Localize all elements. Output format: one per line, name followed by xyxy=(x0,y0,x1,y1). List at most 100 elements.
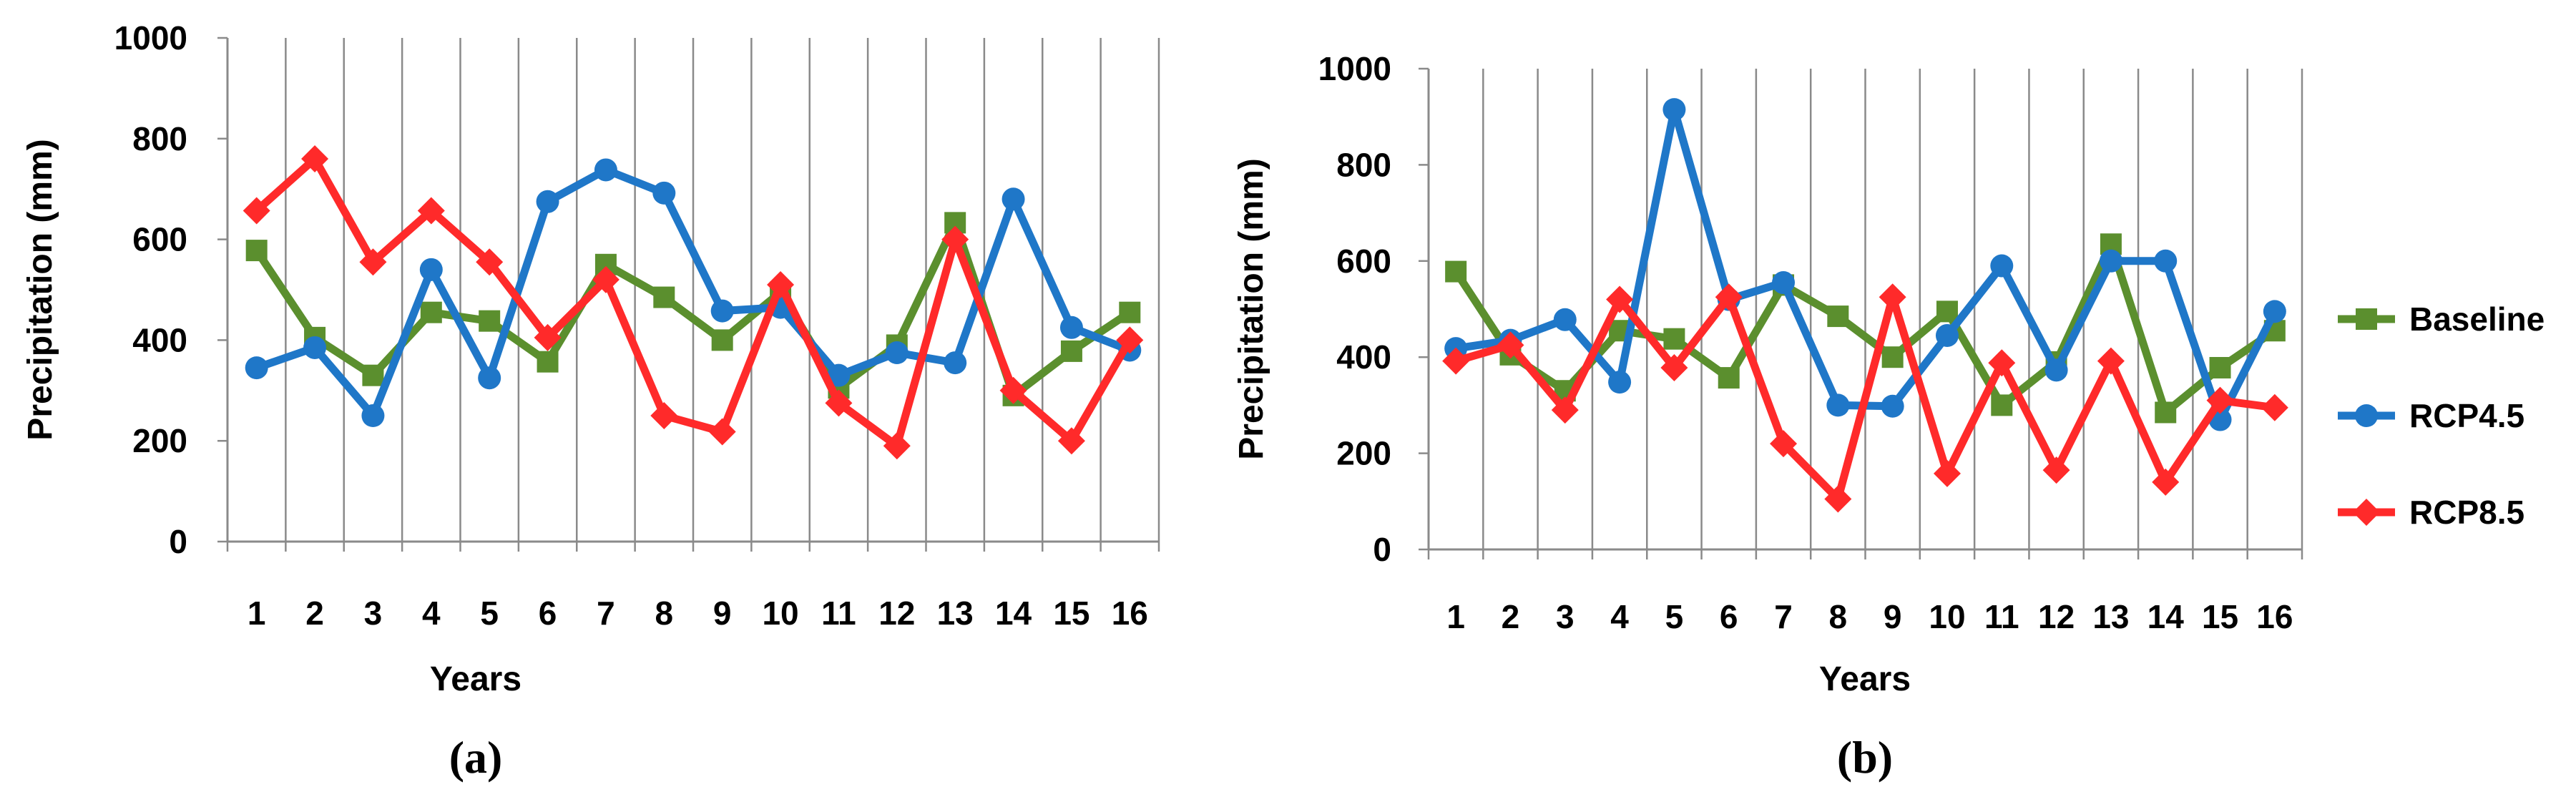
series-rcp4-5 xyxy=(245,158,1142,427)
y-tick-label: 0 xyxy=(169,523,187,560)
data-point xyxy=(1826,393,1850,417)
data-point xyxy=(2206,386,2234,414)
y-axis-title: Precipitation (mm) xyxy=(21,139,59,440)
data-point xyxy=(1001,187,1025,211)
data-point xyxy=(652,181,676,205)
data-point xyxy=(2152,468,2180,496)
data-point xyxy=(1662,98,1686,122)
data-point xyxy=(1881,346,1904,368)
y-tick-label: 600 xyxy=(132,221,187,258)
x-tick-label: 15 xyxy=(2202,598,2238,635)
data-point xyxy=(1936,300,1958,323)
data-point xyxy=(2154,249,2178,273)
y-tick-label: 400 xyxy=(1336,338,1391,376)
x-axis-title: Years xyxy=(1819,660,1911,698)
data-point xyxy=(827,363,851,387)
data-point xyxy=(1827,305,1849,328)
data-point xyxy=(303,336,327,359)
data-point xyxy=(2042,456,2070,484)
data-point xyxy=(245,356,268,380)
x-tick-label: 12 xyxy=(878,595,915,632)
x-tick-label: 4 xyxy=(1610,598,1629,635)
data-point xyxy=(1990,254,2014,278)
panel-label: (b) xyxy=(1837,732,1893,783)
y-tick-label: 200 xyxy=(132,422,187,459)
data-point xyxy=(2099,249,2122,273)
data-point xyxy=(1497,331,1524,359)
data-point xyxy=(650,402,678,429)
data-point xyxy=(479,310,501,332)
data-point xyxy=(2155,401,2177,424)
data-point xyxy=(1660,353,1688,381)
x-tick-label: 14 xyxy=(995,595,1032,632)
data-point xyxy=(594,158,617,182)
data-point xyxy=(1442,347,1470,375)
data-point xyxy=(1933,459,1961,487)
data-point xyxy=(2044,358,2068,382)
series-rcp8-5 xyxy=(1442,283,2288,513)
data-point xyxy=(1663,328,1685,350)
data-point xyxy=(592,265,619,293)
x-tick-label: 4 xyxy=(422,595,441,632)
data-point xyxy=(476,248,504,276)
data-point xyxy=(653,286,675,308)
data-point xyxy=(361,404,385,427)
x-tick-label: 5 xyxy=(1665,598,1684,635)
x-tick-label: 7 xyxy=(597,595,615,632)
data-point xyxy=(359,248,387,276)
y-tick-label: 800 xyxy=(1336,146,1391,183)
data-point xyxy=(711,329,733,351)
series-line xyxy=(1451,293,2279,503)
data-point xyxy=(1553,308,1577,331)
data-point xyxy=(1059,316,1083,339)
data-point xyxy=(883,432,911,460)
data-point xyxy=(1988,349,2016,377)
x-tick-label: 6 xyxy=(539,595,557,632)
x-tick-label: 2 xyxy=(305,595,324,632)
x-tick-label: 9 xyxy=(713,595,732,632)
data-point xyxy=(362,364,384,386)
data-point xyxy=(243,197,270,225)
data-point xyxy=(1770,430,1798,458)
legend: Baseline RCP4.5 RCP8.5 xyxy=(2338,300,2545,531)
data-point xyxy=(1879,283,1906,311)
data-point xyxy=(534,323,562,351)
x-tick-label: 12 xyxy=(2038,598,2075,635)
x-tick-label: 3 xyxy=(364,595,383,632)
data-point xyxy=(999,376,1027,404)
data-point xyxy=(478,366,501,390)
x-tick-label: 3 xyxy=(1556,598,1575,635)
data-point xyxy=(1445,260,1467,283)
data-point xyxy=(2261,393,2288,421)
series-line xyxy=(253,165,1134,420)
x-tick-label: 11 xyxy=(1984,598,2019,635)
data-point xyxy=(537,351,559,373)
data-point xyxy=(1935,323,1959,347)
y-tick-label: 200 xyxy=(1336,435,1391,472)
legend-marker xyxy=(2353,499,2380,526)
y-tick-label: 0 xyxy=(1373,531,1391,568)
x-tick-label: 10 xyxy=(762,595,798,632)
series-line xyxy=(253,155,1134,450)
x-tick-label: 8 xyxy=(655,595,674,632)
panel-label: (a) xyxy=(449,732,503,783)
y-tick-label: 800 xyxy=(132,120,187,157)
data-point xyxy=(708,418,736,446)
data-point xyxy=(825,389,853,417)
data-point xyxy=(1116,326,1144,354)
data-point xyxy=(536,190,559,213)
data-point xyxy=(417,197,445,225)
data-point xyxy=(1881,394,1904,418)
legend-label: Baseline xyxy=(2409,300,2545,338)
y-tick-label: 1000 xyxy=(114,19,187,57)
legend-label: RCP4.5 xyxy=(2409,397,2524,434)
data-point xyxy=(885,341,909,364)
y-tick-label: 1000 xyxy=(1318,50,1391,87)
data-point xyxy=(1608,371,1632,394)
x-tick-label: 1 xyxy=(1446,598,1465,635)
y-tick-label: 600 xyxy=(1336,243,1391,280)
x-tick-label: 10 xyxy=(1929,598,1965,635)
series-rcp8-5 xyxy=(243,145,1144,460)
